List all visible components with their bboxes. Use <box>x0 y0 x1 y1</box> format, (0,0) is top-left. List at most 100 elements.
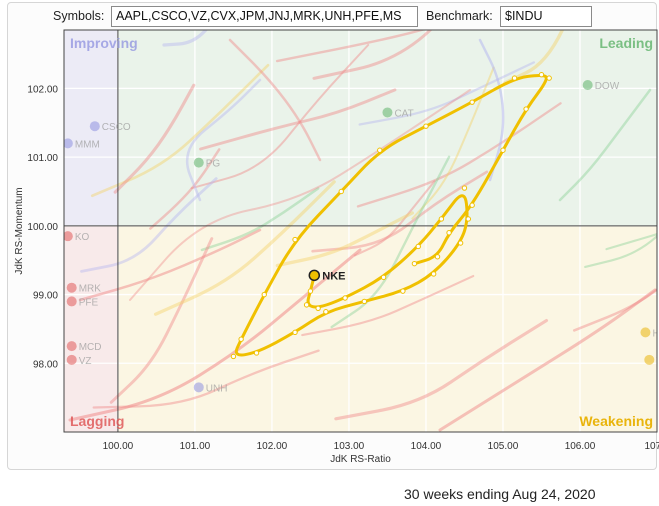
background-tail <box>356 102 562 208</box>
nke-tail-point <box>338 188 344 195</box>
faded-symbol-label: MMM <box>75 139 100 150</box>
highlighted-tail: NKE <box>230 71 552 360</box>
background-tail <box>438 288 657 432</box>
center-axes <box>64 30 657 432</box>
background-tail <box>311 170 489 253</box>
quadrant-label-weakening: Weakening <box>579 413 653 429</box>
nke-tail-point <box>292 329 298 336</box>
plot-frame <box>63 29 658 433</box>
x-tick-label: 104.00 <box>411 441 442 452</box>
background-tails <box>68 30 657 432</box>
y-tick-label: 100.00 <box>27 222 58 233</box>
background-tail <box>558 88 652 202</box>
nke-tail-point <box>253 350 260 356</box>
symbols-input[interactable]: AAPL,CSCO,VZ,CVX,JPM,JNJ,MRK,UNH,PFE,MS <box>111 6 418 27</box>
nke-tail-point <box>523 106 529 112</box>
nke-tail-point <box>315 305 321 312</box>
nke-tail-point <box>292 236 298 243</box>
y-tick-label: 101.00 <box>27 153 58 164</box>
nke-tail-point <box>411 260 418 267</box>
nke-tail-point <box>415 243 421 250</box>
nke-tail-point <box>400 288 406 294</box>
background-tail <box>275 30 426 63</box>
nke-head-label: NKE <box>322 270 345 282</box>
nke-tail-point <box>469 202 475 208</box>
background-tail <box>411 66 495 220</box>
nke-head-marker <box>308 269 321 282</box>
nke-tail-point <box>430 271 437 277</box>
nke-tail-point <box>461 185 468 191</box>
background-tail <box>200 187 320 252</box>
nke-tail-point <box>323 309 329 315</box>
symbols-label: Symbols: <box>53 9 105 23</box>
background-tail <box>78 228 262 302</box>
nke-tail-point <box>438 216 445 222</box>
nke-tail-point <box>538 71 545 78</box>
background-tail <box>584 234 657 269</box>
faded-symbol-label: VZ <box>79 356 92 367</box>
axis-ticks: 100.00 101.00 102.00 103.00 104.00 105.00 106.… <box>27 84 659 452</box>
background-tail <box>605 233 657 251</box>
quadrant-label-improving: Improving <box>70 35 138 51</box>
quadrant-backgrounds <box>64 30 658 432</box>
faded-symbol-head <box>582 79 593 90</box>
background-tail <box>275 211 414 268</box>
nke-tail-point <box>457 240 464 246</box>
benchmark-label: Benchmark: <box>426 9 493 23</box>
nke-tail-point <box>465 216 472 222</box>
nke-tail-point <box>238 336 244 342</box>
background-tail <box>353 180 436 257</box>
background-tail <box>113 83 196 194</box>
x-axis-title: JdK RS-Ratio <box>330 454 391 465</box>
nke-tail-point <box>511 75 518 81</box>
faded-symbol-head <box>193 382 204 393</box>
benchmark-input[interactable]: $INDU <box>500 6 592 27</box>
nke-tail-point <box>303 302 310 308</box>
nke-tail-point <box>230 353 237 360</box>
faded-symbol-head <box>382 107 393 118</box>
x-tick-label: 106.00 <box>565 441 596 452</box>
background-tail <box>109 237 214 404</box>
faded-symbol-label: CSCO <box>102 122 131 133</box>
faded-symbol-label: CAT <box>394 108 413 119</box>
faded-symbol-head <box>66 341 77 352</box>
nke-tail-point <box>307 288 314 294</box>
background-tail <box>330 155 451 329</box>
background-tail <box>478 38 505 182</box>
y-tick-label: 102.00 <box>27 84 58 95</box>
background-tail <box>190 43 370 190</box>
faded-symbol-head <box>66 354 77 365</box>
x-tick-label: 102.00 <box>257 441 288 452</box>
faded-symbol-label: UNH <box>206 383 228 394</box>
quadrant-labels: Improving Leading Lagging Weakening <box>70 35 653 429</box>
background-tail <box>228 38 322 162</box>
quadrant-label-lagging: Lagging <box>70 413 124 429</box>
faded-symbol-head <box>89 121 100 132</box>
background-tail <box>358 61 536 126</box>
y-axis-title: JdK RS-Momentum <box>14 187 25 274</box>
background-tail <box>68 248 362 422</box>
background-tail <box>312 30 433 80</box>
faded-symbol-label: MCD <box>79 342 102 353</box>
quadrant-label-leading: Leading <box>599 35 653 51</box>
nke-tail-point <box>500 147 506 153</box>
nke-tail-point <box>377 147 383 153</box>
y-tick-label: 98.00 <box>33 359 58 370</box>
nke-tail-point <box>342 295 348 301</box>
rrg-chart: Improving Leading Lagging Weakening DOW C… <box>14 29 659 465</box>
background-tail <box>80 177 218 273</box>
faded-symbol-head <box>193 157 204 168</box>
background-tail <box>301 274 475 337</box>
faded-symbol-head <box>66 296 77 307</box>
date-range-caption: 30 weeks ending Aug 24, 2020 <box>404 486 596 502</box>
faded-symbol-head <box>64 231 73 242</box>
faded-symbol-label: HD <box>652 328 659 339</box>
background-tail <box>199 88 397 151</box>
faded-symbol-labels: DOWCATPGCSCOMMMKOMRKPFEMCDVZUNHHDWBA <box>64 79 659 394</box>
background-tail <box>153 180 336 316</box>
background-tail <box>90 63 270 198</box>
faded-symbol-head <box>640 327 651 338</box>
background-tail <box>162 30 209 47</box>
x-tick-label: 103.00 <box>334 441 365 452</box>
y-tick-label: 99.00 <box>33 291 58 302</box>
